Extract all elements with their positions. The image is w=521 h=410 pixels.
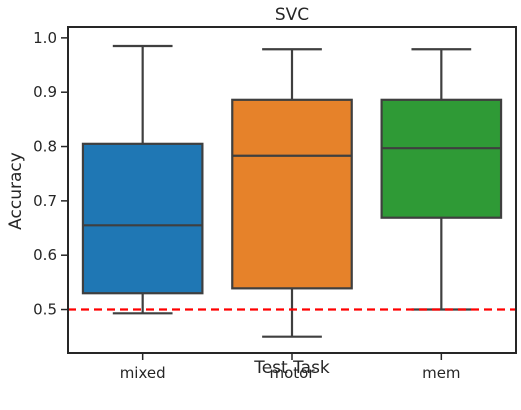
y-tick-label: 0.6 — [33, 246, 57, 264]
y-tick-label: 0.5 — [33, 301, 57, 319]
box-mixed — [81, 142, 204, 295]
x-tick-label-mem: mem — [422, 364, 460, 382]
y-axis-label: Accuracy — [6, 152, 26, 230]
y-tick-label: 0.7 — [33, 192, 57, 210]
x-tick-label-motor: motor — [269, 364, 315, 382]
y-tick-label: 1.0 — [33, 29, 57, 47]
x-axis-label: Test Task — [253, 358, 330, 378]
y-tick-label: 0.8 — [33, 138, 57, 156]
box-motor — [231, 98, 353, 290]
box-mem — [380, 98, 503, 219]
plot-frame — [67, 26, 517, 354]
chart-title: SVC — [275, 5, 309, 25]
y-tick-label: 0.9 — [33, 83, 57, 101]
x-tick-label-mixed: mixed — [120, 364, 166, 382]
